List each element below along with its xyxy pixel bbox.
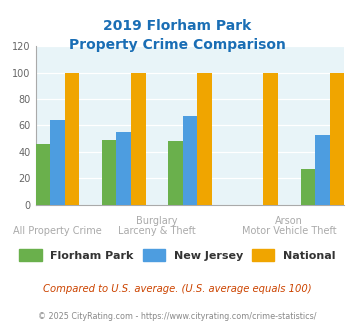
Bar [102, 140, 116, 205]
Bar [168, 141, 182, 205]
Legend: Florham Park, New Jersey, National: Florham Park, New Jersey, National [15, 245, 340, 265]
Text: Compared to U.S. average. (U.S. average equals 100): Compared to U.S. average. (U.S. average … [43, 284, 312, 294]
Bar [197, 73, 212, 205]
Text: Property Crime Comparison: Property Crime Comparison [69, 38, 286, 51]
Text: All Property Crime: All Property Crime [13, 226, 102, 236]
Bar [330, 73, 344, 205]
Text: 2019 Florham Park: 2019 Florham Park [103, 19, 252, 33]
Text: Larceny & Theft: Larceny & Theft [118, 226, 196, 236]
Bar [301, 169, 315, 205]
Bar [36, 144, 50, 205]
Bar [50, 120, 65, 205]
Bar [182, 116, 197, 205]
Bar [263, 73, 278, 205]
Bar [65, 73, 79, 205]
Bar [116, 132, 131, 205]
Bar [315, 135, 330, 205]
Bar [131, 73, 146, 205]
Text: Arson: Arson [275, 216, 303, 226]
Text: Burglary: Burglary [136, 216, 178, 226]
Text: © 2025 CityRating.com - https://www.cityrating.com/crime-statistics/: © 2025 CityRating.com - https://www.city… [38, 312, 317, 321]
Text: Motor Vehicle Theft: Motor Vehicle Theft [242, 226, 337, 236]
